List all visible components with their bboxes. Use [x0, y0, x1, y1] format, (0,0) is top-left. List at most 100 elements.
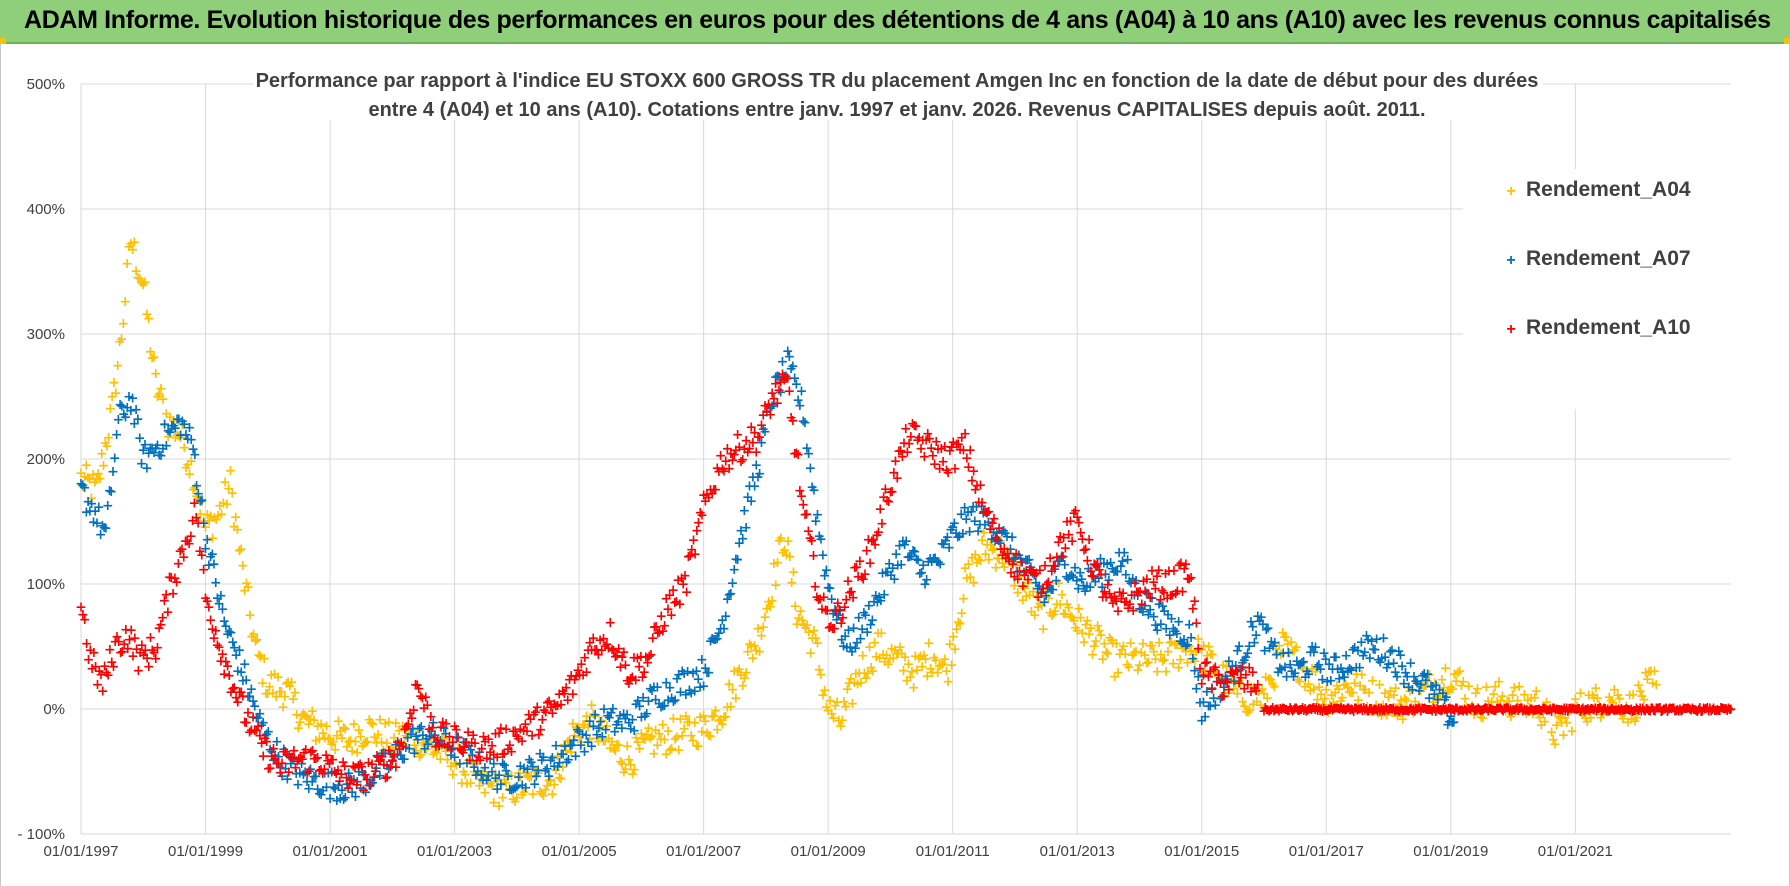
data-point: +	[557, 760, 569, 776]
data-point: +	[89, 475, 101, 491]
data-point: +	[240, 673, 252, 689]
data-point: +	[822, 703, 834, 719]
data-point: +	[1143, 655, 1155, 671]
data-point: +	[169, 430, 181, 446]
data-point: +	[1210, 666, 1222, 682]
data-point: +	[168, 418, 180, 434]
x-tick-label: 01/01/2021	[1538, 843, 1613, 860]
data-point: +	[1022, 575, 1034, 591]
data-point: +	[205, 549, 217, 565]
data-point: +	[232, 664, 244, 680]
data-point: +	[944, 637, 956, 653]
data-point: +	[915, 648, 927, 664]
data-point: +	[1481, 679, 1493, 695]
data-point: +	[560, 743, 572, 759]
data-point: +	[889, 571, 901, 587]
data-point: +	[500, 775, 512, 791]
data-point: +	[1542, 703, 1554, 719]
data-point: +	[235, 541, 247, 557]
data-point: +	[1643, 664, 1655, 680]
data-point: +	[1522, 693, 1534, 709]
data-point: +	[878, 587, 890, 603]
data-point: +	[664, 743, 676, 759]
data-point: +	[499, 772, 511, 788]
data-point: +	[951, 622, 963, 638]
data-point: +	[650, 723, 662, 739]
data-point: +	[468, 764, 480, 780]
data-point: +	[1465, 701, 1477, 717]
data-point: +	[227, 634, 239, 650]
data-point: +	[692, 739, 704, 755]
data-point: +	[84, 503, 96, 519]
data-point: +	[203, 558, 215, 574]
data-point: +	[397, 752, 409, 768]
data-point: +	[108, 375, 120, 391]
data-point: +	[187, 441, 199, 457]
data-point: +	[249, 633, 261, 649]
data-point: +	[903, 656, 915, 672]
data-point: +	[737, 678, 749, 694]
data-point: +	[310, 768, 322, 784]
data-point: +	[477, 764, 489, 780]
data-point: +	[1461, 700, 1473, 716]
data-point: +	[127, 242, 139, 258]
data-point: +	[810, 631, 822, 647]
data-point: +	[1122, 552, 1134, 568]
data-point: +	[253, 648, 265, 664]
data-point: +	[484, 775, 496, 791]
data-point: +	[239, 656, 251, 672]
data-point: +	[641, 727, 653, 743]
data-point: +	[1268, 679, 1280, 695]
data-point: +	[1482, 694, 1494, 710]
data-point: +	[872, 626, 884, 642]
data-point: +	[374, 712, 386, 728]
data-point: +	[1137, 636, 1149, 652]
data-point: +	[964, 570, 976, 586]
data-point: +	[1249, 682, 1261, 698]
data-point: +	[169, 420, 181, 436]
data-point: +	[911, 662, 923, 678]
data-point: +	[852, 676, 864, 692]
data-point: +	[1633, 677, 1645, 693]
data-point: +	[334, 791, 346, 807]
data-point: +	[106, 389, 118, 405]
data-point: +	[286, 674, 298, 690]
data-point: +	[97, 684, 109, 700]
data-point: +	[449, 750, 461, 766]
data-point: +	[507, 791, 519, 807]
data-point: +	[287, 752, 299, 768]
data-point: +	[383, 761, 395, 777]
data-point: +	[857, 648, 869, 664]
x-tick-label: 01/01/1999	[168, 843, 243, 860]
data-point: +	[109, 450, 121, 466]
data-point: +	[98, 458, 110, 474]
data-point: +	[443, 736, 455, 752]
data-point: +	[152, 389, 164, 405]
data-point: +	[716, 716, 728, 732]
data-point: +	[646, 729, 658, 745]
data-point: +	[532, 765, 544, 781]
data-point: +	[438, 720, 450, 736]
data-point: +	[864, 556, 876, 572]
data-point: +	[812, 635, 824, 651]
data-point: +	[465, 742, 477, 758]
data-point: +	[1338, 677, 1350, 693]
data-point: +	[258, 651, 270, 667]
data-point: +	[237, 558, 249, 574]
data-point: +	[703, 665, 715, 681]
data-point: +	[976, 533, 988, 549]
data-point: +	[1356, 667, 1368, 683]
data-point: +	[1221, 659, 1233, 675]
data-point: +	[395, 737, 407, 753]
data-point: +	[1640, 665, 1652, 681]
data-point: +	[1009, 578, 1021, 594]
data-point: +	[808, 623, 820, 639]
y-tick-label: 400%	[27, 201, 65, 218]
data-point: +	[1547, 732, 1559, 748]
data-point: +	[713, 713, 725, 729]
data-point: +	[319, 731, 331, 747]
data-point: +	[1336, 690, 1348, 706]
data-point: +	[410, 743, 422, 759]
data-point: +	[390, 759, 402, 775]
data-point: +	[594, 720, 606, 736]
